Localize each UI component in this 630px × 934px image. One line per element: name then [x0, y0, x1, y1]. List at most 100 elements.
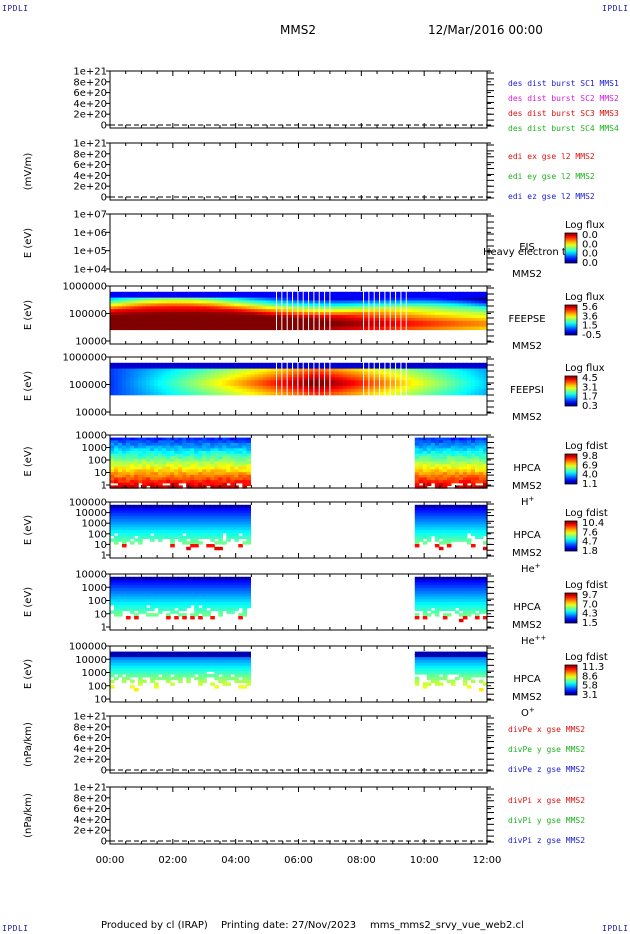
heatmap-cell — [242, 377, 247, 381]
heatmap-cell — [182, 453, 187, 457]
heatmap-cell — [162, 458, 167, 463]
heatmap-cell — [434, 383, 440, 387]
heatmap-cell — [462, 469, 468, 473]
heatmap-cell — [430, 306, 436, 310]
heatmap-cell — [198, 518, 203, 523]
heatmap-cell — [114, 377, 119, 381]
heatmap-cell — [142, 374, 147, 378]
heatmap-cell — [210, 599, 215, 603]
heatmap-cell — [242, 315, 247, 319]
heatmap-cell — [146, 576, 151, 581]
heatmap-cell — [483, 456, 488, 460]
heatmap-cell — [142, 469, 147, 473]
heatmap-cell — [226, 516, 231, 520]
heatmap-cell — [130, 300, 135, 304]
heatmap-cell — [446, 535, 452, 539]
heatmap-cell — [286, 374, 292, 378]
heatmap-cell — [294, 323, 300, 328]
heatmap-cell — [286, 377, 292, 381]
heatmap-cell — [138, 532, 143, 537]
heatmap-cell — [483, 518, 488, 523]
heatmap-cell — [454, 474, 460, 479]
heatmap-cell — [194, 524, 199, 528]
heatmap-cell — [278, 386, 283, 390]
heatmap-cell — [134, 485, 139, 489]
heatmap-cell — [210, 388, 215, 393]
heatmap-cell — [418, 365, 424, 370]
heatmap-cell — [430, 480, 436, 484]
heatmap-cell — [142, 588, 147, 592]
heatmap-cell — [190, 469, 195, 473]
heatmap-cell — [426, 532, 432, 537]
heatmap-cell — [426, 309, 432, 313]
heatmap-cell — [174, 616, 179, 620]
heatmap-cell — [346, 312, 352, 316]
heatmap-cell — [442, 541, 448, 545]
heatmap-cell — [198, 616, 203, 620]
y-tick-label: 10000 — [75, 408, 107, 419]
heatmap-cell — [110, 297, 115, 302]
heatmap-cell — [130, 456, 135, 460]
heatmap-cell — [134, 391, 139, 396]
heatmap-cell — [238, 294, 243, 299]
heatmap-cell — [218, 613, 223, 617]
heatmap-cell — [158, 371, 163, 375]
heatmap-cell — [214, 440, 219, 444]
heatmap-cell — [138, 472, 143, 476]
heatmap-cell — [234, 388, 239, 393]
heatmap-cell — [475, 474, 480, 479]
heatmap-cell — [270, 377, 275, 381]
heatmap-cell — [414, 461, 420, 465]
heatmap-cell — [222, 383, 227, 387]
heatmap-cell — [198, 365, 203, 370]
heatmap-cell — [154, 516, 159, 520]
heatmap-cell — [270, 323, 275, 328]
heatmap-cell — [310, 297, 316, 302]
heatmap-cell — [298, 326, 304, 331]
heatmap-cell — [186, 521, 191, 525]
heatmap-cell — [258, 326, 263, 331]
heatmap-cell — [450, 312, 456, 316]
heatmap-cell — [458, 320, 464, 325]
heatmap-cell — [238, 464, 243, 468]
heatmap-cell — [242, 477, 247, 481]
heatmap-cell — [462, 326, 468, 331]
heatmap-cell — [182, 445, 187, 449]
heatmap-cell — [418, 521, 424, 525]
heatmap-cell — [130, 374, 135, 378]
heatmap-cell — [426, 306, 432, 310]
heatmap-cell — [174, 450, 179, 455]
heatmap-cell — [226, 377, 231, 381]
heatmap-cell — [446, 309, 452, 313]
heatmap-cell — [222, 607, 227, 611]
heatmap-cell — [126, 450, 131, 455]
heatmap-cell — [462, 448, 468, 452]
heatmap-cell — [438, 380, 444, 384]
heatmap-cell — [206, 516, 211, 520]
heatmap-cell — [354, 306, 360, 310]
heatmap-cell — [142, 466, 147, 471]
heatmap-cell — [122, 585, 127, 589]
heatmap-cell — [214, 320, 219, 325]
heatmap-cell — [182, 477, 187, 481]
heatmap-cell — [238, 474, 243, 479]
heatmap-cell — [114, 541, 119, 545]
heatmap-cell — [134, 323, 139, 328]
heatmap-cell — [374, 294, 380, 299]
heatmap-cell — [466, 315, 472, 319]
heatmap-cell — [270, 312, 275, 316]
heatmap-cell — [471, 544, 476, 548]
heatmap-cell — [194, 535, 199, 539]
heatmap-cell — [471, 456, 476, 460]
heatmap-cell — [158, 458, 163, 463]
heatmap-cell — [483, 507, 488, 511]
heatmap-cell — [122, 453, 127, 457]
y-tick-label: 1000000 — [62, 353, 107, 364]
heatmap-cell — [214, 576, 219, 581]
heatmap-cell — [414, 516, 420, 520]
heatmap-cell — [254, 391, 259, 396]
heatmap-cell — [134, 593, 139, 597]
heatmap-cell — [374, 368, 380, 373]
heatmap-cell — [434, 504, 440, 509]
heatmap-cell — [186, 315, 191, 319]
